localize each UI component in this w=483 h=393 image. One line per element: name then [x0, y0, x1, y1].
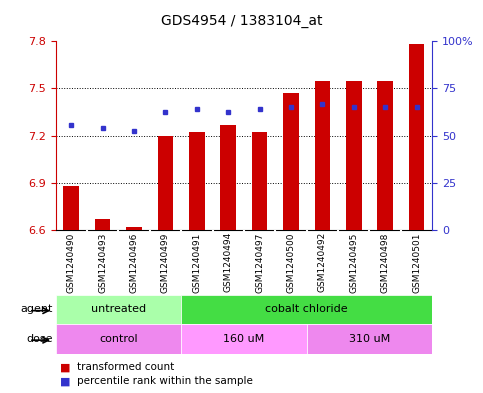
Bar — [63, 186, 79, 230]
Bar — [56, 295, 181, 324]
Bar — [346, 81, 362, 230]
Bar — [220, 125, 236, 230]
Bar — [95, 219, 111, 230]
Text: ■: ■ — [60, 376, 71, 386]
Text: GSM1240491: GSM1240491 — [192, 232, 201, 292]
Text: dose: dose — [27, 334, 53, 344]
Bar — [314, 81, 330, 230]
Text: transformed count: transformed count — [77, 362, 174, 373]
Text: 310 uM: 310 uM — [349, 334, 390, 344]
Text: GSM1240492: GSM1240492 — [318, 232, 327, 292]
Bar — [181, 295, 432, 324]
Text: GSM1240497: GSM1240497 — [255, 232, 264, 292]
Text: GSM1240493: GSM1240493 — [98, 232, 107, 292]
Text: GSM1240501: GSM1240501 — [412, 232, 421, 292]
Text: ■: ■ — [60, 362, 71, 373]
Text: 160 uM: 160 uM — [223, 334, 265, 344]
Bar — [377, 81, 393, 230]
Text: GSM1240500: GSM1240500 — [286, 232, 296, 292]
Bar — [252, 132, 268, 230]
Text: GDS4954 / 1383104_at: GDS4954 / 1383104_at — [161, 14, 322, 28]
Text: agent: agent — [21, 305, 53, 314]
Text: GSM1240495: GSM1240495 — [349, 232, 358, 292]
Text: percentile rank within the sample: percentile rank within the sample — [77, 376, 253, 386]
Text: GSM1240490: GSM1240490 — [67, 232, 76, 292]
Text: GSM1240494: GSM1240494 — [224, 232, 233, 292]
Bar — [189, 132, 205, 230]
Bar — [307, 324, 432, 354]
Text: GSM1240498: GSM1240498 — [381, 232, 390, 292]
Text: GSM1240496: GSM1240496 — [129, 232, 139, 292]
Text: untreated: untreated — [91, 305, 146, 314]
Text: cobalt chloride: cobalt chloride — [265, 305, 348, 314]
Text: control: control — [99, 334, 138, 344]
Bar — [56, 324, 181, 354]
Bar — [126, 227, 142, 230]
Bar — [157, 136, 173, 230]
Bar — [283, 93, 299, 230]
Bar — [181, 324, 307, 354]
Text: GSM1240499: GSM1240499 — [161, 232, 170, 292]
Bar — [409, 44, 425, 230]
